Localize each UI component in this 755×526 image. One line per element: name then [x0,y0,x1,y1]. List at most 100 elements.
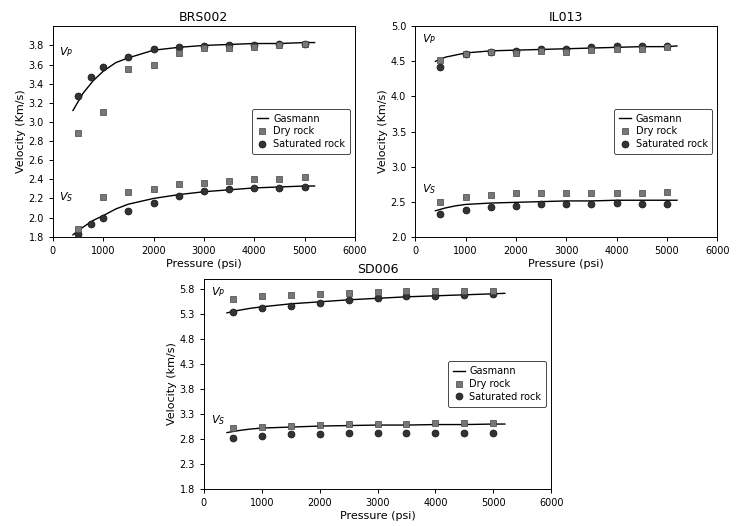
Gasmann [431,58,440,65]
Title: IL013: IL013 [549,11,584,24]
X-axis label: Pressure (psi): Pressure (psi) [340,511,415,521]
Dry rock [562,48,571,55]
Dry rock [224,45,233,52]
Saturated rock [250,42,259,48]
Dry rock [286,291,295,298]
Gasmann [511,47,520,53]
Dry rock [99,109,108,116]
Text: $V_S$: $V_S$ [60,190,74,205]
Gasmann [310,39,319,46]
Line: Saturated rock: Saturated rock [230,290,497,316]
X-axis label: Pressure (psi): Pressure (psi) [166,258,242,268]
Dry rock [149,62,158,68]
Gasmann [451,52,460,58]
Gasmann [199,42,208,48]
Dry rock [257,293,267,299]
Dry rock [402,288,411,295]
Dry rock [228,296,237,302]
Dry rock [461,51,470,57]
Gasmann [300,39,309,46]
Saturated rock [461,51,470,57]
Gasmann [373,295,382,301]
Gasmann [431,292,440,299]
Gasmann [637,44,646,50]
Gasmann [245,305,254,311]
Gasmann [88,78,97,84]
Saturated rock [488,291,498,297]
Saturated rock [486,49,495,55]
Saturated rock [174,44,183,50]
Line: Dry rock: Dry rock [230,287,497,302]
Saturated rock [257,305,267,311]
Gasmann [662,44,671,50]
Dry rock [511,50,520,56]
Gasmann [461,50,470,56]
Text: $V_S$: $V_S$ [211,413,226,428]
X-axis label: Pressure (psi): Pressure (psi) [528,258,604,268]
Gasmann [79,90,88,96]
Saturated rock [286,302,295,309]
Text: $V_P$: $V_P$ [422,32,436,46]
Gasmann [275,41,284,47]
Gasmann [257,304,267,310]
Legend: Gasmann, Dry rock, Saturated rock: Gasmann, Dry rock, Saturated rock [614,109,713,154]
Dry rock [300,41,309,47]
Saturated rock [460,291,469,298]
Saturated rock [224,42,233,48]
Saturated rock [436,64,445,70]
Line: Saturated rock: Saturated rock [437,43,670,70]
Text: $V_P$: $V_P$ [211,286,226,299]
Dry rock [662,44,671,50]
Legend: Gasmann, Dry rock, Saturated rock: Gasmann, Dry rock, Saturated rock [448,361,547,407]
Saturated rock [86,74,95,80]
Dry rock [315,291,324,297]
Saturated rock [315,300,324,306]
Saturated rock [562,46,571,52]
Dry rock [537,48,546,54]
Dry rock [460,288,469,295]
Legend: Gasmann, Dry rock, Saturated rock: Gasmann, Dry rock, Saturated rock [251,109,350,154]
Saturated rock [149,46,158,53]
Dry rock [486,49,495,55]
Gasmann [587,45,596,51]
Saturated rock [511,48,520,54]
Dry rock [124,66,133,73]
Saturated rock [275,42,284,48]
Saturated rock [373,295,382,301]
Dry rock [250,44,259,50]
Dry rock [436,57,445,63]
Gasmann [149,47,158,53]
Dry rock [587,47,596,53]
Saturated rock [199,43,208,49]
Dry rock [637,46,646,53]
Saturated rock [73,93,82,99]
Gasmann [124,55,133,61]
Saturated rock [402,293,411,299]
Dry rock [73,130,82,137]
Saturated rock [124,54,133,60]
Line: Dry rock: Dry rock [437,44,670,64]
Gasmann [537,46,546,53]
Gasmann [315,299,324,305]
Dry rock [431,288,440,295]
Line: Gasmann: Gasmann [73,43,315,110]
Gasmann [99,68,108,74]
Gasmann [562,46,571,52]
Gasmann [344,297,353,303]
Line: Saturated rock: Saturated rock [75,40,308,99]
Saturated rock [537,46,546,52]
Y-axis label: Velocity (km/s): Velocity (km/s) [167,342,177,426]
Dry rock [612,46,621,52]
Gasmann [69,107,78,114]
Saturated rock [612,43,621,49]
Line: Gasmann: Gasmann [227,294,505,313]
Saturated rock [228,309,237,316]
Gasmann [460,291,469,298]
Gasmann [441,54,450,60]
Text: $V_S$: $V_S$ [422,182,436,196]
Gasmann [250,41,259,47]
Gasmann [488,291,498,297]
Gasmann [234,307,243,313]
Gasmann [111,59,120,66]
Dry rock [275,42,284,48]
